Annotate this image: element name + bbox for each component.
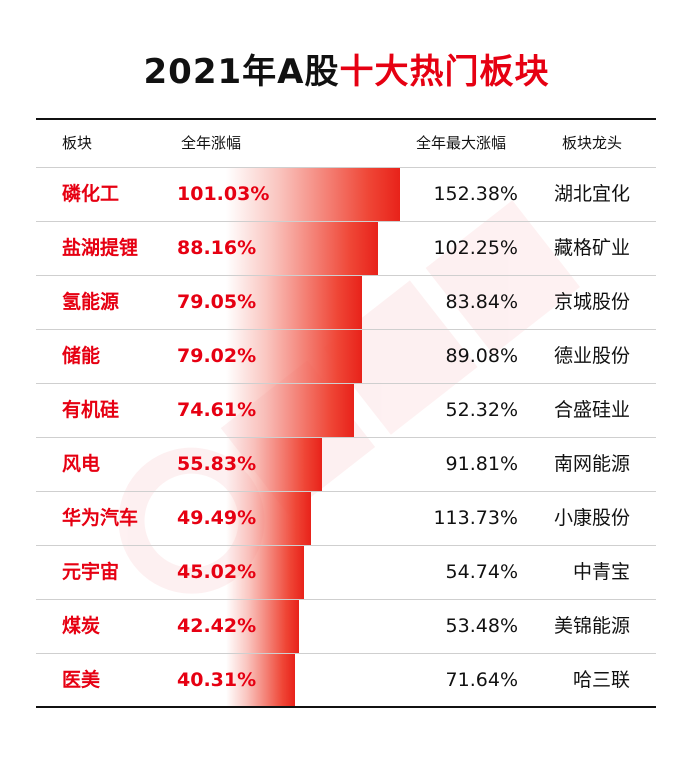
- table-row: 华为汽车 49.49% 113.73% 小康股份: [36, 492, 656, 546]
- annual-gain-bar: [226, 492, 312, 545]
- sector-cell: 医美: [62, 669, 101, 691]
- sector-cell: 风电: [62, 453, 101, 475]
- header-rule: [36, 167, 656, 168]
- sector-cell: 氢能源: [62, 291, 120, 313]
- max-gain-cell: 91.81%: [445, 453, 518, 475]
- table-top-rule: [36, 118, 656, 120]
- annual-gain-cell: 40.31%: [177, 669, 257, 691]
- table-row: 风电 55.83% 91.81% 南网能源: [36, 438, 656, 492]
- annual-gain-bar: [226, 276, 363, 329]
- table-row: 储能 79.02% 89.08% 德业股份: [36, 330, 656, 384]
- annual-gain-bar: [226, 546, 304, 599]
- row-separator: [36, 545, 656, 546]
- row-separator: [36, 599, 656, 600]
- max-gain-cell: 102.25%: [433, 237, 518, 259]
- table-row: 元宇宙 45.02% 54.74% 中青宝: [36, 546, 656, 600]
- leader-cell: 小康股份: [553, 507, 630, 529]
- page-title: 2021年A股十大热门板块: [0, 48, 693, 96]
- sector-cell: 盐湖提锂: [62, 237, 139, 259]
- leader-cell: 京城股份: [553, 291, 630, 313]
- leader-cell: 德业股份: [553, 345, 630, 367]
- annual-gain-bar: [226, 330, 363, 383]
- annual-gain-cell: 49.49%: [177, 507, 257, 529]
- annual-gain-bar: [226, 654, 296, 707]
- table-bottom-rule: [36, 706, 656, 708]
- row-separator: [36, 275, 656, 276]
- sector-cell: 华为汽车: [62, 507, 139, 529]
- annual-gain-cell: 74.61%: [177, 399, 257, 421]
- max-gain-cell: 54.74%: [445, 561, 518, 583]
- sector-cell: 有机硅: [62, 399, 120, 421]
- leader-cell: 湖北宜化: [553, 183, 630, 205]
- leader-cell: 中青宝: [572, 561, 630, 583]
- row-separator: [36, 383, 656, 384]
- table-row: 盐湖提锂 88.16% 102.25% 藏格矿业: [36, 222, 656, 276]
- annual-gain-cell: 101.03%: [177, 183, 270, 205]
- max-gain-cell: 89.08%: [445, 345, 518, 367]
- table-row: 有机硅 74.61% 52.32% 合盛硅业: [36, 384, 656, 438]
- leader-cell: 南网能源: [553, 453, 630, 475]
- title-black-part: 2021年A股: [143, 52, 340, 92]
- table-header: 板块 全年涨幅 全年最大涨幅 板块龙头: [36, 118, 656, 168]
- header-max-gain: 全年最大涨幅: [416, 134, 507, 152]
- annual-gain-cell: 45.02%: [177, 561, 257, 583]
- table-row: 煤炭 42.42% 53.48% 美锦能源: [36, 600, 656, 654]
- annual-gain-bar: [226, 168, 400, 221]
- annual-gain-bar: [226, 600, 300, 653]
- table-row: 医美 40.31% 71.64% 哈三联: [36, 654, 656, 708]
- annual-gain-bar: [226, 222, 378, 275]
- max-gain-cell: 71.64%: [445, 669, 518, 691]
- annual-gain-cell: 55.83%: [177, 453, 257, 475]
- header-leader: 板块龙头: [562, 134, 623, 152]
- annual-gain-cell: 79.02%: [177, 345, 257, 367]
- max-gain-cell: 152.38%: [433, 183, 518, 205]
- annual-gain-cell: 88.16%: [177, 237, 257, 259]
- row-separator: [36, 329, 656, 330]
- annual-gain-cell: 79.05%: [177, 291, 257, 313]
- max-gain-cell: 83.84%: [445, 291, 518, 313]
- header-sector: 板块: [62, 134, 93, 152]
- sector-cell: 煤炭: [62, 615, 101, 637]
- sector-cell: 元宇宙: [62, 561, 120, 583]
- annual-gain-bar: [226, 438, 323, 491]
- table-row: 氢能源 79.05% 83.84% 京城股份: [36, 276, 656, 330]
- max-gain-cell: 52.32%: [445, 399, 518, 421]
- title-red-part: 十大热门板块: [339, 52, 550, 92]
- max-gain-cell: 53.48%: [445, 615, 518, 637]
- row-separator: [36, 653, 656, 654]
- annual-gain-bar: [226, 384, 355, 437]
- annual-gain-cell: 42.42%: [177, 615, 257, 637]
- table-row: 磷化工 101.03% 152.38% 湖北宜化: [36, 168, 656, 222]
- header-annual-gain: 全年涨幅: [181, 134, 242, 152]
- row-separator: [36, 491, 656, 492]
- sector-cell: 储能: [62, 345, 101, 367]
- sector-cell: 磷化工: [62, 183, 120, 205]
- leader-cell: 美锦能源: [553, 615, 630, 637]
- row-separator: [36, 221, 656, 222]
- leader-cell: 哈三联: [572, 669, 630, 691]
- leader-cell: 藏格矿业: [553, 237, 630, 259]
- leader-cell: 合盛硅业: [553, 399, 630, 421]
- max-gain-cell: 113.73%: [433, 507, 518, 529]
- row-separator: [36, 437, 656, 438]
